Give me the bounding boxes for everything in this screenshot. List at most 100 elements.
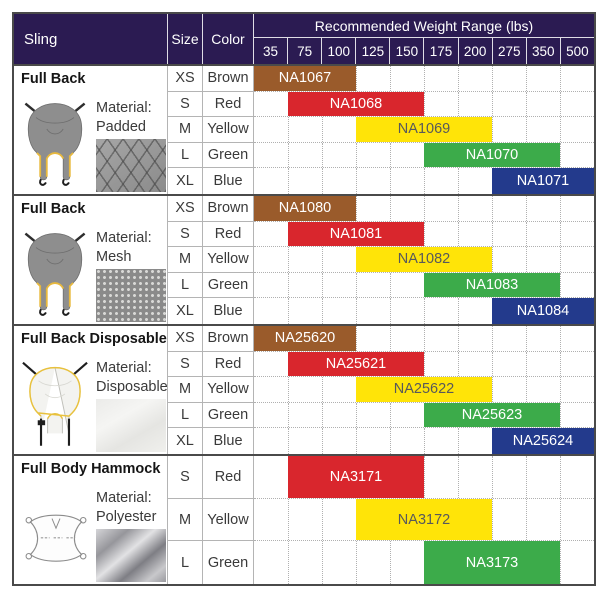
grid-line	[356, 196, 357, 221]
group-full-back-padded: Full Back Material: Padded XS Brown NA10…	[14, 64, 594, 194]
disposable-fabric-swatch	[96, 399, 166, 452]
size-cell: L	[168, 402, 203, 429]
size-cell: XL	[168, 428, 203, 454]
sku-bar: NA1080	[254, 196, 356, 221]
sku-bar: NA1067	[254, 66, 356, 91]
grid-line	[560, 377, 561, 402]
grid-line	[356, 66, 357, 91]
grid-line	[424, 326, 425, 351]
sling-info-cell: Full Back Material: Mesh	[14, 196, 168, 324]
sling-info-cell: Full Back Material: Padded	[14, 66, 168, 194]
grid-line	[288, 168, 289, 194]
header-color: Color	[203, 14, 254, 64]
table-row: XS Brown NA25620	[168, 326, 594, 352]
grid-line	[560, 196, 561, 221]
grid-line	[390, 168, 391, 194]
grid-line	[458, 91, 459, 117]
grid-line	[424, 351, 425, 377]
grid-line	[492, 221, 493, 247]
weight-col-150: 150	[389, 38, 423, 64]
weight-col-350: 350	[525, 38, 560, 64]
sku-bar: NA25621	[288, 351, 424, 377]
grid-line	[390, 298, 391, 324]
group-title: Full Back	[21, 71, 86, 87]
grid-line	[322, 541, 323, 585]
weight-strip: NA1069	[254, 117, 594, 143]
color-cell: Yellow	[203, 117, 254, 143]
table-row: M Yellow NA3172	[168, 498, 594, 542]
sku-bar: NA1083	[424, 272, 560, 298]
table-row: XS Brown NA1080	[168, 196, 594, 222]
sku-bar: NA3172	[356, 498, 492, 541]
grid-line	[390, 142, 391, 168]
grid-line	[458, 221, 459, 247]
grid-line	[390, 272, 391, 298]
grid-line	[492, 247, 493, 272]
grid-line	[356, 168, 357, 194]
weight-strip: NA1084	[254, 298, 594, 324]
table-row: XL Blue NA1071	[168, 168, 594, 194]
table-row: XS Brown NA1067	[168, 66, 594, 92]
size-cell: L	[168, 272, 203, 299]
grid-line	[288, 402, 289, 428]
group-rows: S Red NA3171 M Yellow NA3172 L Green NA3…	[168, 456, 594, 585]
weight-strip: NA3171	[254, 456, 594, 499]
grid-line	[424, 428, 425, 454]
grid-line	[322, 377, 323, 402]
sku-bar: NA3171	[288, 456, 424, 498]
sku-bar: NA25624	[492, 428, 594, 454]
mesh-fabric-swatch	[96, 269, 166, 322]
material-label: Material:	[96, 490, 152, 506]
grid-line	[492, 66, 493, 91]
grid-line	[322, 272, 323, 298]
grid-line	[560, 498, 561, 541]
grid-line	[288, 298, 289, 324]
material-text: Material: Polyester	[96, 489, 156, 527]
grid-line	[560, 456, 561, 498]
table-row: M Yellow NA25622	[168, 377, 594, 403]
sku-bar: NA1070	[424, 142, 560, 168]
group-title: Full Back	[21, 201, 86, 217]
grid-line	[560, 91, 561, 117]
group-full-back-disposable: Full Back Disposable Material: Disposabl…	[14, 324, 594, 454]
sku-bar: NA1081	[288, 221, 424, 247]
material-value: Polyester	[96, 509, 157, 525]
weight-strip: NA1068	[254, 91, 594, 118]
weight-strip: NA1082	[254, 247, 594, 273]
color-cell: Yellow	[203, 247, 254, 273]
grid-line	[526, 456, 527, 498]
grid-line	[288, 142, 289, 168]
color-cell: Red	[203, 91, 254, 118]
size-cell: XL	[168, 168, 203, 194]
size-cell: S	[168, 456, 203, 499]
weight-col-175: 175	[423, 38, 457, 64]
grid-line	[424, 91, 425, 117]
color-cell: Brown	[203, 196, 254, 222]
color-cell: Brown	[203, 66, 254, 92]
group-rows: XS Brown NA1080 S Red NA1081 M Yellow NA…	[168, 196, 594, 324]
color-cell: Blue	[203, 428, 254, 454]
grid-line	[526, 196, 527, 221]
grid-line	[458, 66, 459, 91]
group-full-back-mesh: Full Back Material: Mesh XS Brown NA1080	[14, 194, 594, 324]
grid-line	[424, 298, 425, 324]
material-value: Mesh	[96, 249, 132, 265]
sku-bar: NA1069	[356, 117, 492, 142]
material-text: Material: Disposable	[96, 359, 167, 397]
grid-line	[356, 272, 357, 298]
weight-strip: NA1071	[254, 168, 594, 194]
color-cell: Yellow	[203, 498, 254, 542]
color-cell: Blue	[203, 298, 254, 324]
grid-line	[560, 402, 561, 428]
weight-range-title: Recommended Weight Range (lbs)	[314, 17, 534, 34]
grid-line	[288, 498, 289, 541]
grid-line	[288, 377, 289, 402]
color-cell: Red	[203, 456, 254, 499]
sku-bar: NA25623	[424, 402, 560, 428]
color-cell: Green	[203, 272, 254, 299]
table-row: S Red NA1081	[168, 221, 594, 248]
grid-line	[288, 247, 289, 272]
padded-sling-image	[24, 102, 86, 186]
grid-line	[560, 142, 561, 168]
size-cell: S	[168, 221, 203, 248]
